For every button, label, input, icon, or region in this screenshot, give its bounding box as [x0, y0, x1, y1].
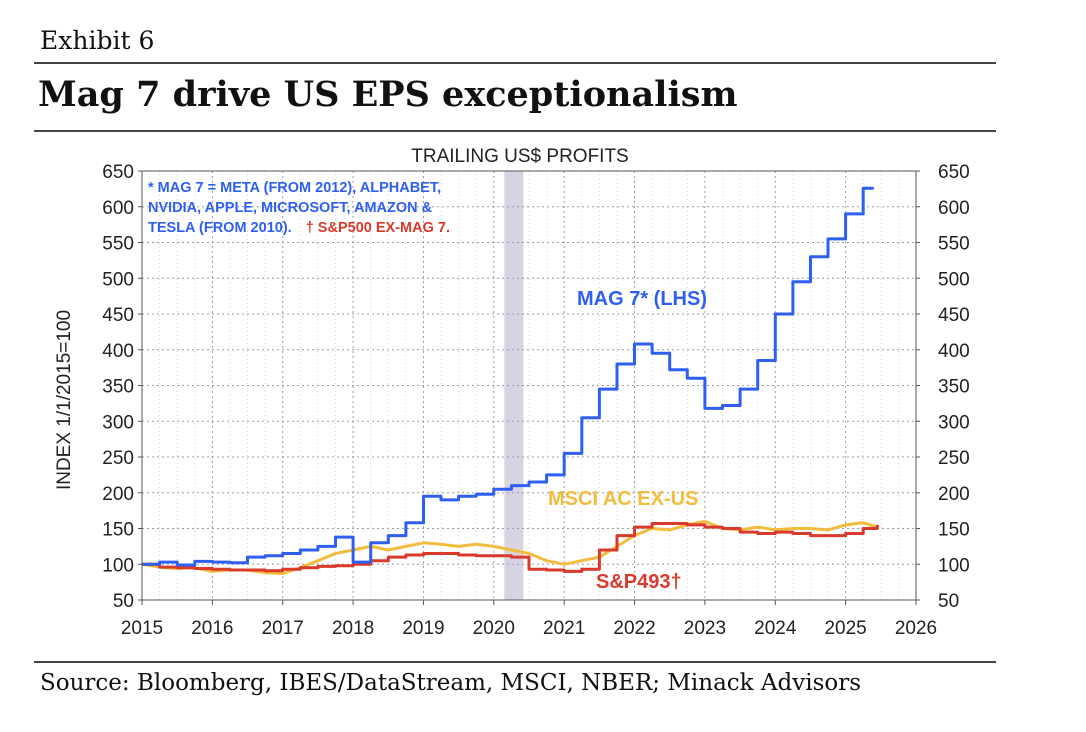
series-line-mag7 — [142, 186, 874, 567]
note-line-2: NVIDIA, APPLE, MICROSOFT, AMAZON & — [148, 200, 433, 216]
series-label-sp493: S&P493† — [596, 571, 682, 593]
y-tick-label-right: 450 — [938, 305, 970, 326]
footer-divider — [34, 661, 996, 663]
y-tick-label-left: 550 — [102, 234, 134, 255]
y-tick-label-right: 150 — [938, 520, 970, 541]
source-note: Source: Bloomberg, IBES/DataStream, MSCI… — [40, 670, 862, 696]
y-tick-label-left: 200 — [102, 484, 134, 505]
y-tick-label-left: 100 — [102, 555, 134, 576]
note-line-3: TESLA (FROM 2010). † S&P500 EX-MAG 7. — [148, 220, 450, 236]
series-label-mag7: MAG 7* (LHS) — [577, 288, 707, 310]
y-tick-label-right: 50 — [938, 591, 959, 612]
y-tick-label-right: 200 — [938, 484, 970, 505]
series-label-msci: MSCI AC EX-US — [548, 488, 698, 510]
y-tick-label-left: 400 — [102, 341, 134, 362]
y-tick-label-right: 250 — [938, 448, 970, 469]
y-tick-label-left: 300 — [102, 412, 134, 433]
x-tick-label: 2020 — [473, 618, 515, 639]
exhibit-label: Exhibit 6 — [40, 26, 155, 55]
y-tick-label-right: 500 — [938, 269, 970, 290]
top-divider — [34, 62, 996, 64]
x-tick-label: 2015 — [121, 618, 163, 639]
y-tick-label-right: 550 — [938, 234, 970, 255]
y-tick-label-left: 600 — [102, 198, 134, 219]
series-line-msci — [141, 519, 878, 575]
chart-title: TRAILING US$ PROFITS — [411, 146, 628, 167]
x-tick-label: 2023 — [684, 618, 726, 639]
x-tick-label: 2025 — [824, 618, 866, 639]
y-tick-label-left: 250 — [102, 448, 134, 469]
y-tick-label-left: 150 — [102, 520, 134, 541]
note-line-1: * MAG 7 = META (FROM 2012), ALPHABET, — [148, 180, 441, 196]
y-tick-label-right: 400 — [938, 341, 970, 362]
y-tick-label-right: 300 — [938, 412, 970, 433]
page-title: Mag 7 drive US EPS exceptionalism — [38, 74, 738, 115]
y-tick-label-right: 650 — [938, 162, 970, 183]
note-line-3-red: † S&P500 EX-MAG 7. — [306, 220, 450, 236]
x-tick-label: 2022 — [613, 618, 655, 639]
x-tick-label: 2021 — [543, 618, 585, 639]
y-tick-label-left: 450 — [102, 305, 134, 326]
y-tick-label-right: 100 — [938, 555, 970, 576]
x-tick-label: 2018 — [332, 618, 374, 639]
y-axis-label: INDEX 1/1/2015=100 — [54, 310, 75, 490]
y-tick-label-right: 600 — [938, 198, 970, 219]
y-tick-label-right: 350 — [938, 377, 970, 398]
y-tick-label-left: 650 — [102, 162, 134, 183]
x-tick-label: 2019 — [402, 618, 444, 639]
x-tick-label: 2016 — [191, 618, 233, 639]
title-divider — [34, 130, 996, 132]
profits-chart: 50 50 100 100 150 150 200 200 250 250 300 300 350 350… — [54, 146, 970, 639]
note-line-3-blue: TESLA (FROM 2010). — [148, 220, 292, 236]
y-tick-label-left: 50 — [113, 591, 134, 612]
series-line-sp493 — [142, 522, 879, 573]
y-tick-label-left: 500 — [102, 269, 134, 290]
x-tick-label: 2024 — [754, 618, 797, 639]
x-tick-label: 2017 — [262, 618, 304, 639]
y-tick-label-left: 350 — [102, 377, 134, 398]
x-tick-label: 2026 — [895, 618, 937, 639]
